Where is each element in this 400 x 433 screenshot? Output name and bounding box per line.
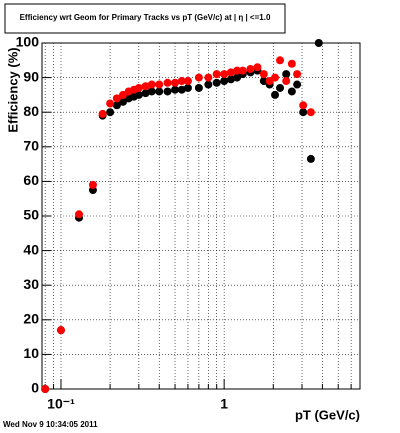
y-tick-label: 10 <box>23 345 39 361</box>
point <box>141 82 150 91</box>
title-box <box>4 3 286 34</box>
y-tick-label: 70 <box>23 138 39 154</box>
point <box>112 94 121 103</box>
point <box>163 87 172 96</box>
point <box>171 78 180 87</box>
point <box>177 77 186 86</box>
point <box>163 78 172 87</box>
y-tick-label: 40 <box>23 241 39 257</box>
y-tick-label: 80 <box>23 103 39 119</box>
y-tick-label: 90 <box>23 68 39 84</box>
footer: Wed Nov 9 10:34:05 2011 <box>3 420 98 429</box>
point <box>276 56 285 65</box>
y-tick-label: 60 <box>23 172 39 188</box>
point <box>147 80 156 89</box>
point <box>271 90 280 99</box>
point <box>259 70 268 79</box>
point <box>282 77 291 86</box>
point <box>177 85 186 94</box>
chart-title: Efficiency wrt Geom for Primary Tracks v… <box>20 13 271 22</box>
point <box>226 75 235 84</box>
plot-frame <box>41 42 361 390</box>
point <box>98 109 107 118</box>
x-tick-label: 1 <box>220 396 228 412</box>
point <box>253 63 262 72</box>
point <box>204 73 213 82</box>
point <box>282 70 291 79</box>
point <box>259 77 268 86</box>
point <box>134 90 143 99</box>
point <box>41 385 50 393</box>
point <box>287 59 296 68</box>
point <box>141 89 150 98</box>
point <box>233 66 242 75</box>
point <box>293 80 302 89</box>
point <box>134 83 143 92</box>
point <box>155 87 164 96</box>
point <box>220 70 229 79</box>
x-tick-label: 10⁻¹ <box>47 396 75 412</box>
point <box>220 77 229 86</box>
point <box>88 180 97 189</box>
point <box>271 73 280 82</box>
point <box>56 326 65 335</box>
point <box>246 64 255 73</box>
y-axis-label: Efficiency (%) <box>5 47 20 132</box>
point <box>194 83 203 92</box>
point <box>293 70 302 79</box>
y-tick-label: 0 <box>31 380 39 396</box>
point <box>212 70 221 79</box>
y-tick-label: 50 <box>23 207 39 223</box>
point <box>299 108 308 117</box>
point <box>306 154 315 163</box>
point <box>194 73 203 82</box>
point <box>212 78 221 87</box>
y-tick-label: 20 <box>23 311 39 327</box>
point <box>204 80 213 89</box>
y-tick-label: 100 <box>16 34 40 50</box>
point <box>238 66 247 75</box>
point <box>314 39 323 47</box>
point <box>306 108 315 117</box>
point <box>106 99 115 108</box>
x-axis-label: pT (GeV/c) <box>295 407 360 422</box>
point <box>299 101 308 110</box>
point <box>226 68 235 77</box>
point <box>171 85 180 94</box>
point <box>155 80 164 89</box>
point <box>183 77 192 86</box>
point <box>183 83 192 92</box>
y-tick-label: 30 <box>23 276 39 292</box>
point <box>287 87 296 96</box>
point <box>276 83 285 92</box>
point <box>147 87 156 96</box>
point <box>112 101 121 110</box>
point <box>106 108 115 117</box>
point <box>75 210 84 219</box>
